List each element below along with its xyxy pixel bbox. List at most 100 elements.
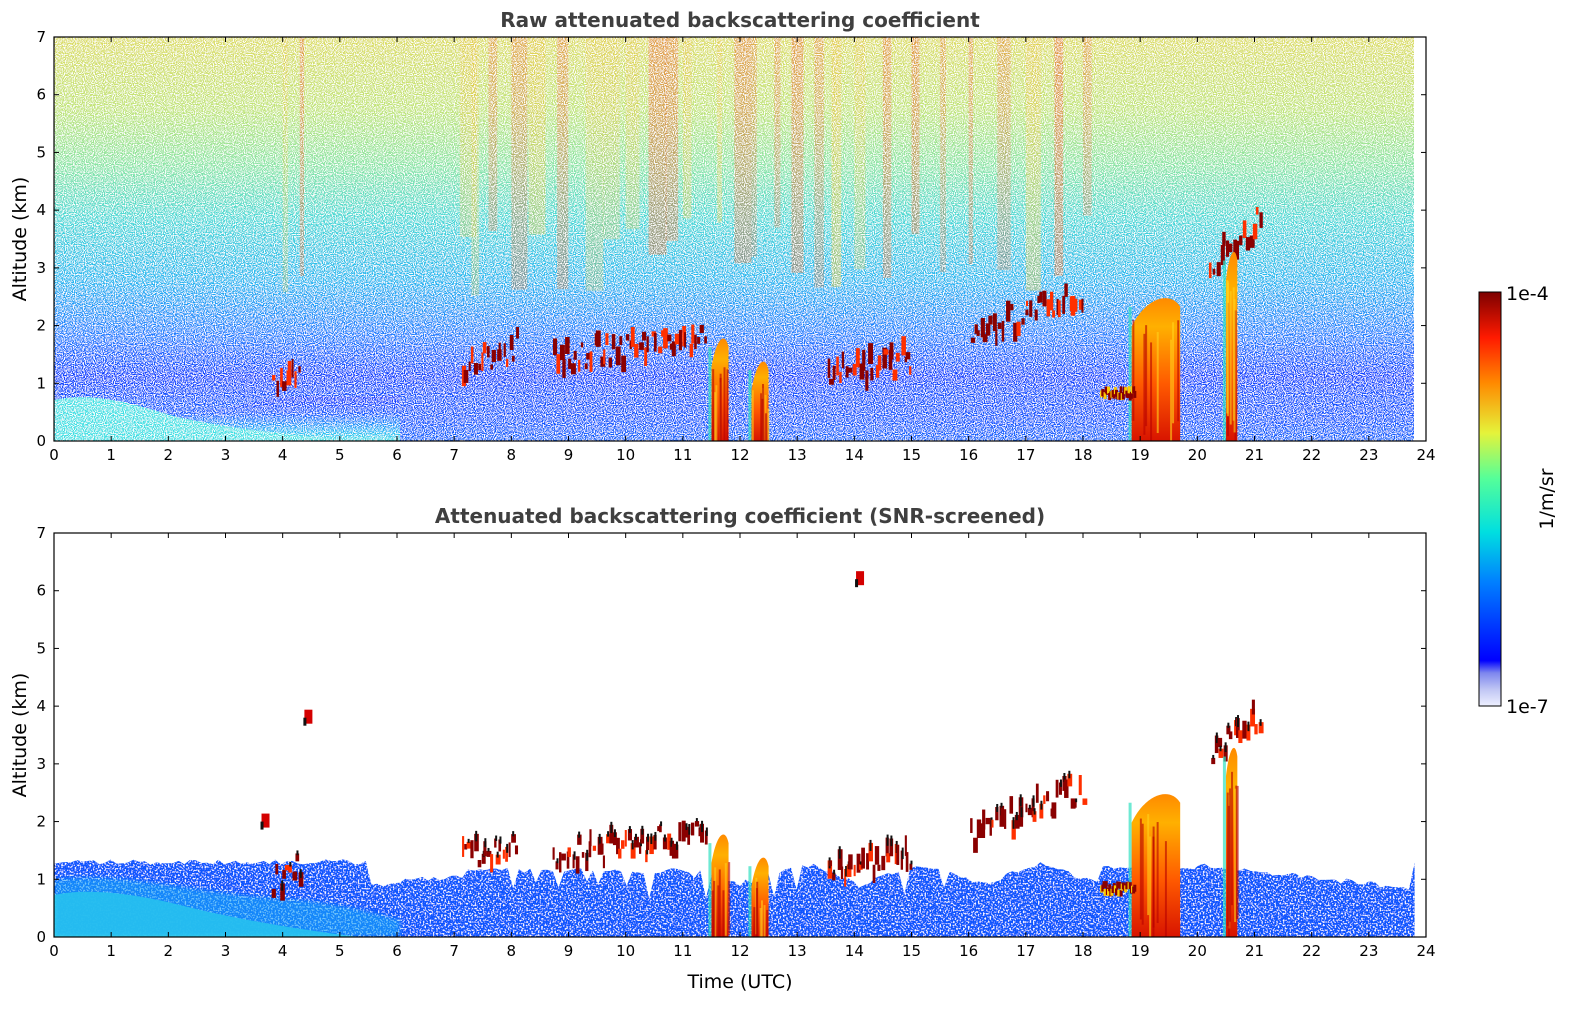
cloud-segment <box>644 347 648 366</box>
cloud-segment <box>645 850 648 863</box>
cloud-segment <box>295 853 300 862</box>
cloud-segment <box>845 366 849 378</box>
x-tick-label: 11 <box>673 446 692 464</box>
precipitation-streak <box>714 392 717 441</box>
cloud-segment <box>272 375 276 381</box>
cloud-segment <box>640 828 645 844</box>
x-tick-label: 12 <box>730 942 749 960</box>
noise-streak <box>665 37 679 242</box>
cloud-segment <box>1070 295 1076 316</box>
noise-streak <box>648 37 667 255</box>
y-tick-label: 3 <box>36 755 46 773</box>
noise-streak <box>682 37 692 219</box>
cloud-segment <box>874 846 880 865</box>
noise-streak <box>1083 37 1092 216</box>
cloud-base-segment <box>1117 889 1121 897</box>
precipitation-streak <box>1164 841 1167 937</box>
cloud-segment <box>514 845 519 855</box>
precipitation-streak <box>760 393 763 441</box>
precipitation-streak <box>711 890 714 937</box>
cloud-segment <box>603 349 606 365</box>
cloud-segment <box>982 334 988 343</box>
cloud-segment-dark <box>685 823 688 831</box>
cloud-segment <box>1039 803 1044 819</box>
x-tick-label: 1 <box>106 942 116 960</box>
cloud-base-segment <box>1129 391 1133 399</box>
cloud-segment <box>839 371 842 384</box>
cloud-segment <box>624 829 627 847</box>
cloud-segment <box>853 864 856 877</box>
cloud-segment <box>1043 795 1046 804</box>
cloud-segment <box>667 833 672 850</box>
x-tick-label: 19 <box>1131 942 1150 960</box>
cloud-segment <box>572 854 575 869</box>
noise-streak <box>734 37 752 264</box>
noise-streak <box>854 37 866 270</box>
cloud-segment <box>1035 783 1039 803</box>
precipitation-streak <box>1132 319 1135 421</box>
cloud-segment <box>1011 820 1016 840</box>
x-tick-label: 17 <box>1016 446 1035 464</box>
x-tick-label: 11 <box>673 942 692 960</box>
cloud-segment-dark <box>663 834 666 842</box>
cloud-segment <box>292 871 298 881</box>
cloud-base-segment <box>1119 889 1123 897</box>
precipitation-streak <box>1235 785 1238 919</box>
cloud-segment <box>284 865 290 871</box>
cloud-segment <box>1046 791 1050 802</box>
y-tick-label: 6 <box>36 582 46 600</box>
cloud-segment <box>980 823 986 838</box>
cloud-segment-dark <box>1033 808 1036 815</box>
precipitation-streak <box>717 885 720 937</box>
cloud-segment <box>1056 298 1059 315</box>
precipitation-streak <box>761 398 764 441</box>
cloud-segment <box>1029 300 1033 317</box>
precipitation-shaft <box>1131 794 1181 937</box>
bottom-title: Attenuated backscattering coefficient (S… <box>435 504 1045 528</box>
cloud-segment <box>691 324 695 344</box>
x-tick-label: 2 <box>164 446 174 464</box>
noise-streak <box>282 37 289 293</box>
cloud-base-segment <box>1103 888 1107 896</box>
y-tick-label: 4 <box>36 697 46 715</box>
precipitation-streak <box>759 907 762 937</box>
cloud-segment <box>862 349 866 371</box>
cloud-segment-dark <box>598 833 601 845</box>
colorbar-gradient <box>1478 291 1502 707</box>
noise-streak <box>997 37 1011 270</box>
cloud-base-segment <box>1128 882 1132 890</box>
precipitation-streak <box>1226 792 1229 926</box>
precipitation-streak <box>1236 785 1239 920</box>
cloud-segment <box>841 351 845 369</box>
cloud-segment <box>1009 796 1014 814</box>
cloud-segment <box>970 818 973 833</box>
isolated-echo <box>856 571 865 586</box>
cloud-segment-dark <box>859 861 862 865</box>
cloud-segment <box>1032 811 1037 822</box>
cloud-segment <box>877 355 882 371</box>
x-tick-label: 6 <box>392 942 402 960</box>
cloud-segment-dark <box>996 803 999 812</box>
cloud-segment-dark <box>634 833 637 841</box>
y-tick-label: 5 <box>36 639 46 657</box>
cloud-segment <box>286 370 292 386</box>
x-tick-label: 22 <box>1302 942 1321 960</box>
cloud-segment <box>836 356 839 376</box>
x-tick-label: 20 <box>1188 942 1207 960</box>
x-tick-label: 23 <box>1359 446 1378 464</box>
bottom-heatmap <box>54 571 1415 937</box>
cloud-segment <box>581 852 585 858</box>
cloud-segment <box>678 329 682 351</box>
colorbar-unit-label: 1/m/sr <box>1536 468 1558 529</box>
noise-streak <box>488 37 498 231</box>
cloud-segment <box>1064 283 1068 297</box>
cloud-segment <box>600 356 606 367</box>
cloud-segment-dark <box>1075 798 1078 803</box>
cloud-segment <box>1001 320 1005 342</box>
precipitation-streak <box>728 862 731 935</box>
cloud-segment <box>976 819 982 839</box>
cloud-segment <box>634 343 639 358</box>
bottom-axis-ticks: 0 1 2 3 4 5 6 7 8 9 10 11 12 13 14 15 16 17 18 19 20 21 22 23 24… <box>36 524 1435 960</box>
cloud-segment-dark <box>646 847 649 855</box>
cloud-segment-dark <box>484 838 487 848</box>
